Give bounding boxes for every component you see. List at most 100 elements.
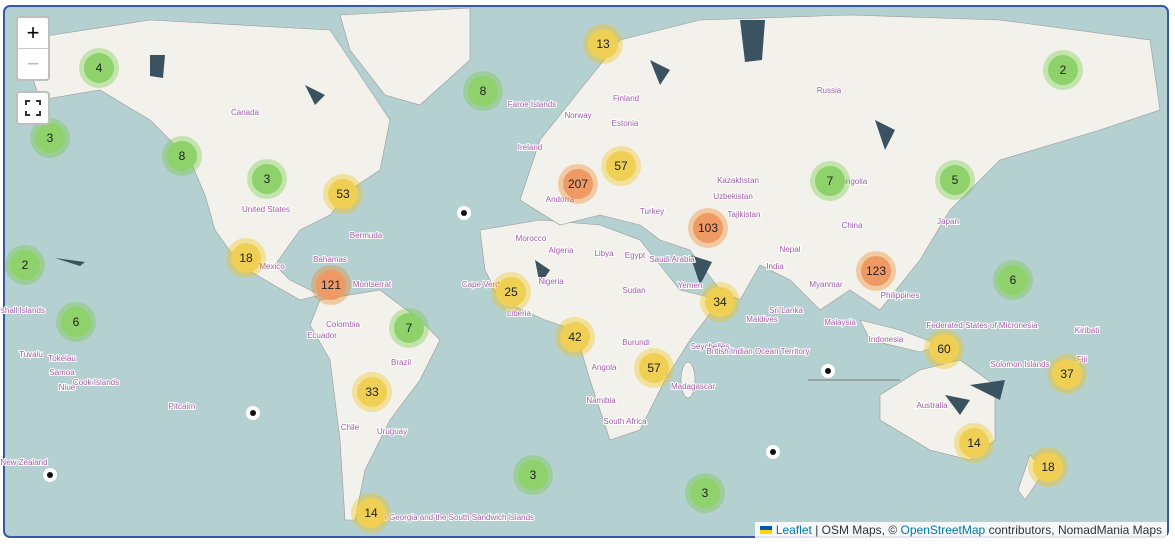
place-label: Solomon Islands: [990, 360, 1049, 369]
cluster-count: 25: [504, 285, 518, 299]
marker: [250, 410, 256, 416]
cluster-marker[interactable]: 25: [491, 272, 531, 312]
cluster-core: [356, 498, 386, 528]
cluster-core: [61, 307, 91, 337]
place-label: Fiji: [1077, 355, 1087, 364]
zoom-in-button[interactable]: +: [18, 18, 48, 49]
cluster-marker[interactable]: 4: [79, 48, 119, 88]
cluster-count: 2: [1060, 63, 1067, 77]
cluster-count: 60: [937, 342, 951, 356]
cluster-core: [560, 322, 590, 352]
cluster-count: 3: [264, 172, 271, 186]
cluster-core: [468, 76, 498, 106]
cluster-marker[interactable]: 3: [685, 473, 725, 513]
place-label: British Indian Ocean Territory: [706, 347, 809, 356]
place-label: Egypt: [625, 251, 646, 260]
cluster-core: [861, 256, 891, 286]
place-label: Uruguay: [377, 427, 407, 436]
cluster-marker[interactable]: 5: [935, 160, 975, 200]
cluster-count: 103: [698, 221, 718, 235]
cluster-marker[interactable]: 3: [247, 159, 287, 199]
cluster-marker[interactable]: 3: [513, 455, 553, 495]
cluster-count: 3: [47, 131, 54, 145]
cluster-count: 18: [239, 251, 253, 265]
cluster-core: [84, 53, 114, 83]
place-label: Bermuda: [350, 231, 383, 240]
marker: [825, 368, 831, 374]
place-label: Burundi: [622, 338, 650, 347]
cluster-marker[interactable]: 2: [5, 245, 45, 285]
place-label: Chile: [341, 423, 360, 432]
cluster-marker[interactable]: 7: [810, 161, 850, 201]
cluster-core: [252, 164, 282, 194]
leaflet-link[interactable]: Leaflet: [775, 523, 812, 537]
cluster-marker[interactable]: 3: [30, 118, 70, 158]
cluster-marker[interactable]: 57: [601, 146, 641, 186]
cluster-marker[interactable]: 60: [924, 329, 964, 369]
place-label: Faroe Islands: [508, 100, 556, 109]
place-label: Ecuador: [307, 331, 337, 340]
cluster-core: [940, 165, 970, 195]
cluster-core: [35, 123, 65, 153]
cluster-marker[interactable]: 33: [352, 372, 392, 412]
place-label: Pitcairn: [169, 402, 196, 411]
cluster-core: [815, 166, 845, 196]
cluster-marker[interactable]: 37: [1047, 354, 1087, 394]
place-label: Libya: [594, 249, 614, 258]
cluster-core: [1052, 359, 1082, 389]
place-label: Maldives: [746, 315, 778, 324]
cluster-marker[interactable]: 42: [555, 317, 595, 357]
cluster-core: [690, 478, 720, 508]
cluster-marker[interactable]: 18: [1028, 447, 1068, 487]
place-label: Madagascar: [671, 382, 715, 391]
cluster-marker[interactable]: 6: [993, 260, 1033, 300]
osm-link[interactable]: OpenStreetMap: [900, 523, 986, 537]
cluster-count: 3: [702, 486, 709, 500]
cluster-core: [563, 169, 593, 199]
flag-icon: [760, 526, 773, 534]
place-label: Seychelles: [691, 342, 730, 351]
place-label: Australia: [916, 401, 948, 410]
cluster-count: 8: [480, 84, 487, 98]
place-label: South Africa: [603, 417, 647, 426]
cluster-count: 14: [967, 436, 981, 450]
cluster-count: 7: [827, 174, 834, 188]
place-label: Finland: [613, 94, 639, 103]
cluster-marker[interactable]: 57: [634, 348, 674, 388]
place-label: Liberia: [507, 309, 532, 318]
place-label: Cook Islands: [73, 378, 119, 387]
fullscreen-button[interactable]: [16, 91, 50, 125]
cluster-marker[interactable]: 123: [856, 251, 896, 291]
cluster-count: 6: [1010, 273, 1017, 287]
place-label: Angola: [592, 363, 617, 372]
cluster-count: 18: [1041, 460, 1055, 474]
cluster-marker[interactable]: 8: [162, 136, 202, 176]
cluster-marker[interactable]: 14: [954, 423, 994, 463]
place-label: Bahamas: [313, 255, 347, 264]
place-label: Malaysia: [824, 318, 856, 327]
cluster-count: 42: [568, 330, 582, 344]
cluster-marker[interactable]: 14: [351, 493, 391, 533]
cluster-marker[interactable]: 103: [688, 208, 728, 248]
place-label: New Zealand: [0, 458, 47, 467]
cluster-marker[interactable]: 18: [226, 238, 266, 278]
cluster-marker[interactable]: 53: [323, 174, 363, 214]
cluster-marker[interactable]: 6: [56, 302, 96, 342]
place-label: Andorra: [546, 195, 575, 204]
cluster-count: 121: [321, 278, 341, 292]
marker: [461, 210, 467, 216]
cluster-marker[interactable]: 7: [389, 308, 429, 348]
cluster-marker[interactable]: 13: [583, 24, 623, 64]
cluster-marker[interactable]: 207: [558, 164, 598, 204]
cluster-marker[interactable]: 8: [463, 71, 503, 111]
place-label: Russia: [817, 86, 842, 95]
cluster-count: 6: [73, 315, 80, 329]
cluster-marker[interactable]: 34: [700, 282, 740, 322]
cluster-marker[interactable]: 2: [1043, 50, 1083, 90]
zoom-out-button[interactable]: −: [26, 51, 40, 76]
cluster-marker[interactable]: 121: [311, 265, 351, 305]
place-label: Marshall Islands: [0, 306, 45, 315]
cluster-count: 123: [866, 264, 886, 278]
place-label: Indonesia: [869, 335, 904, 344]
